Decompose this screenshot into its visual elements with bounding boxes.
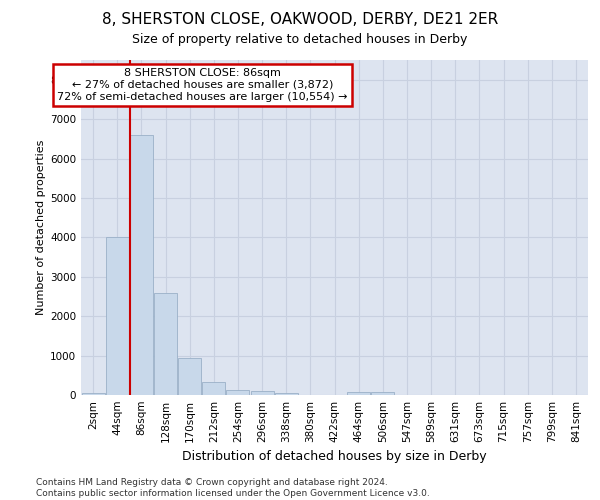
Bar: [178, 358, 201, 395]
Bar: [154, 292, 177, 395]
Bar: [106, 238, 128, 395]
Bar: [251, 391, 274, 395]
Bar: [371, 392, 394, 395]
Bar: [275, 392, 298, 395]
X-axis label: Distribution of detached houses by size in Derby: Distribution of detached houses by size …: [182, 450, 487, 464]
Text: 8, SHERSTON CLOSE, OAKWOOD, DERBY, DE21 2ER: 8, SHERSTON CLOSE, OAKWOOD, DERBY, DE21 …: [102, 12, 498, 28]
Text: Contains HM Land Registry data © Crown copyright and database right 2024.
Contai: Contains HM Land Registry data © Crown c…: [36, 478, 430, 498]
Bar: [347, 392, 370, 395]
Bar: [202, 382, 225, 395]
Y-axis label: Number of detached properties: Number of detached properties: [36, 140, 46, 315]
Text: Size of property relative to detached houses in Derby: Size of property relative to detached ho…: [133, 32, 467, 46]
Bar: [82, 393, 104, 395]
Text: 8 SHERSTON CLOSE: 86sqm
← 27% of detached houses are smaller (3,872)
72% of semi: 8 SHERSTON CLOSE: 86sqm ← 27% of detache…: [58, 68, 348, 102]
Bar: [226, 390, 250, 395]
Bar: [130, 135, 153, 395]
